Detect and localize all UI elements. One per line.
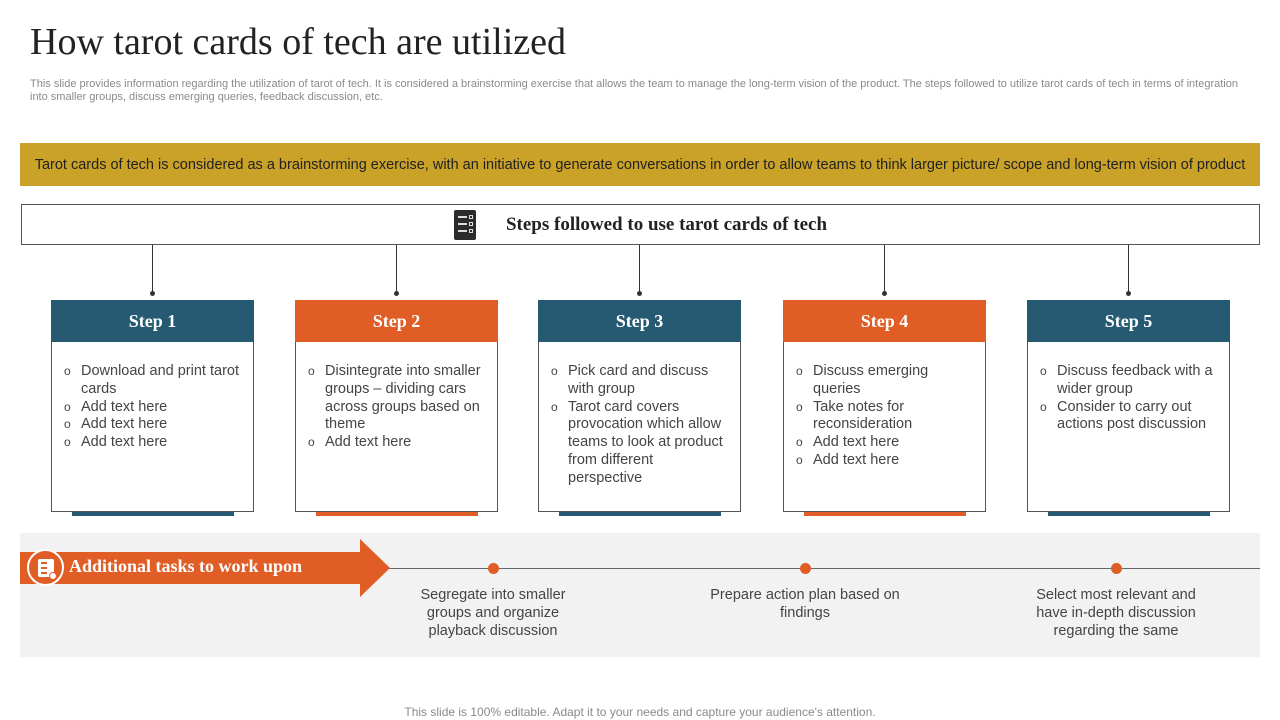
step-bullet: Add text here <box>796 452 973 470</box>
step-card-4: Step 4 Discuss emerging queries Take not… <box>783 300 986 516</box>
connector-line <box>884 245 885 294</box>
task-text: Select most relevant and have in-depth d… <box>1036 587 1196 639</box>
connector-line <box>396 245 397 294</box>
task-text: Prepare action plan based on findings <box>710 587 900 621</box>
task-text: Segregate into smaller groups and organi… <box>420 587 566 639</box>
step-bullet: Discuss emerging queries <box>796 363 973 399</box>
step-bullet: Discuss feedback with a wider group <box>1040 363 1217 399</box>
step-body: Discuss feedback with a wider group Cons… <box>1027 342 1230 512</box>
step-bullet: Add text here <box>64 399 241 417</box>
timeline-dot <box>800 563 811 574</box>
step-header: Step 5 <box>1027 300 1230 342</box>
step-label: Step 2 <box>372 310 421 331</box>
step-bullet: Take notes for reconsideration <box>796 399 973 435</box>
step-label: Step 1 <box>128 310 177 331</box>
step-header: Step 1 <box>51 300 254 342</box>
step-bullet: Add text here <box>796 434 973 452</box>
step-bullet: Add text here <box>64 416 241 434</box>
step-bullet: Pick card and discuss with group <box>551 363 728 399</box>
connector-dot <box>150 291 155 296</box>
step-footer-bar <box>558 512 721 516</box>
step-body: Download and print tarot cards Add text … <box>51 342 254 512</box>
step-footer-bar <box>315 512 478 516</box>
step-bullet: Consider to carry out actions post discu… <box>1040 399 1217 435</box>
step-header: Step 4 <box>783 300 986 342</box>
footer-note: This slide is 100% editable. Adapt it to… <box>404 705 876 719</box>
connector-line <box>152 245 153 294</box>
timeline-dot <box>488 563 499 574</box>
additional-tasks-label: Additional tasks to work upon <box>69 556 303 576</box>
timeline-dot <box>1111 563 1122 574</box>
checklist-icon <box>453 209 476 240</box>
summary-banner: Tarot cards of tech is considered as a b… <box>20 143 1260 186</box>
step-card-5: Step 5 Discuss feedback with a wider gro… <box>1027 300 1230 516</box>
step-bullet: Add text here <box>308 434 485 452</box>
step-card-2: Step 2 Disintegrate into smaller groups … <box>295 300 498 516</box>
summary-banner-text: Tarot cards of tech is considered as a b… <box>34 156 1246 173</box>
connector-dot <box>394 291 399 296</box>
step-header: Step 3 <box>538 300 741 342</box>
step-body: Discuss emerging queries Take notes for … <box>783 342 986 512</box>
step-footer-bar <box>803 512 966 516</box>
step-label: Step 3 <box>615 310 664 331</box>
task-list-icon <box>27 549 64 586</box>
step-body: Pick card and discuss with group Tarot c… <box>538 342 741 512</box>
connector-dot <box>637 291 642 296</box>
page-subtitle: This slide provides information regardin… <box>30 78 1238 103</box>
connector-line <box>639 245 640 294</box>
steps-header-title: Steps followed to use tarot cards of tec… <box>505 213 828 235</box>
additional-tasks-arrow: Additional tasks to work upon <box>20 539 390 597</box>
step-bullet: Download and print tarot cards <box>64 363 241 399</box>
connector-dot <box>882 291 887 296</box>
step-header: Step 2 <box>295 300 498 342</box>
steps-header: Steps followed to use tarot cards of tec… <box>21 204 1260 245</box>
step-body: Disintegrate into smaller groups – divid… <box>295 342 498 512</box>
tasks-timeline <box>388 568 1260 569</box>
step-bullet: Disintegrate into smaller groups – divid… <box>308 363 485 434</box>
connector-line <box>1128 245 1129 294</box>
step-bullet: Tarot card covers provocation which allo… <box>551 399 728 488</box>
step-label: Step 4 <box>860 310 909 331</box>
step-footer-bar <box>1047 512 1210 516</box>
step-card-1: Step 1 Download and print tarot cards Ad… <box>51 300 254 516</box>
step-label: Step 5 <box>1104 310 1153 331</box>
connector-dot <box>1126 291 1131 296</box>
page-title: How tarot cards of tech are utilized <box>30 21 566 63</box>
step-card-3: Step 3 Pick card and discuss with group … <box>538 300 741 516</box>
step-bullet: Add text here <box>64 434 241 452</box>
step-footer-bar <box>71 512 234 516</box>
